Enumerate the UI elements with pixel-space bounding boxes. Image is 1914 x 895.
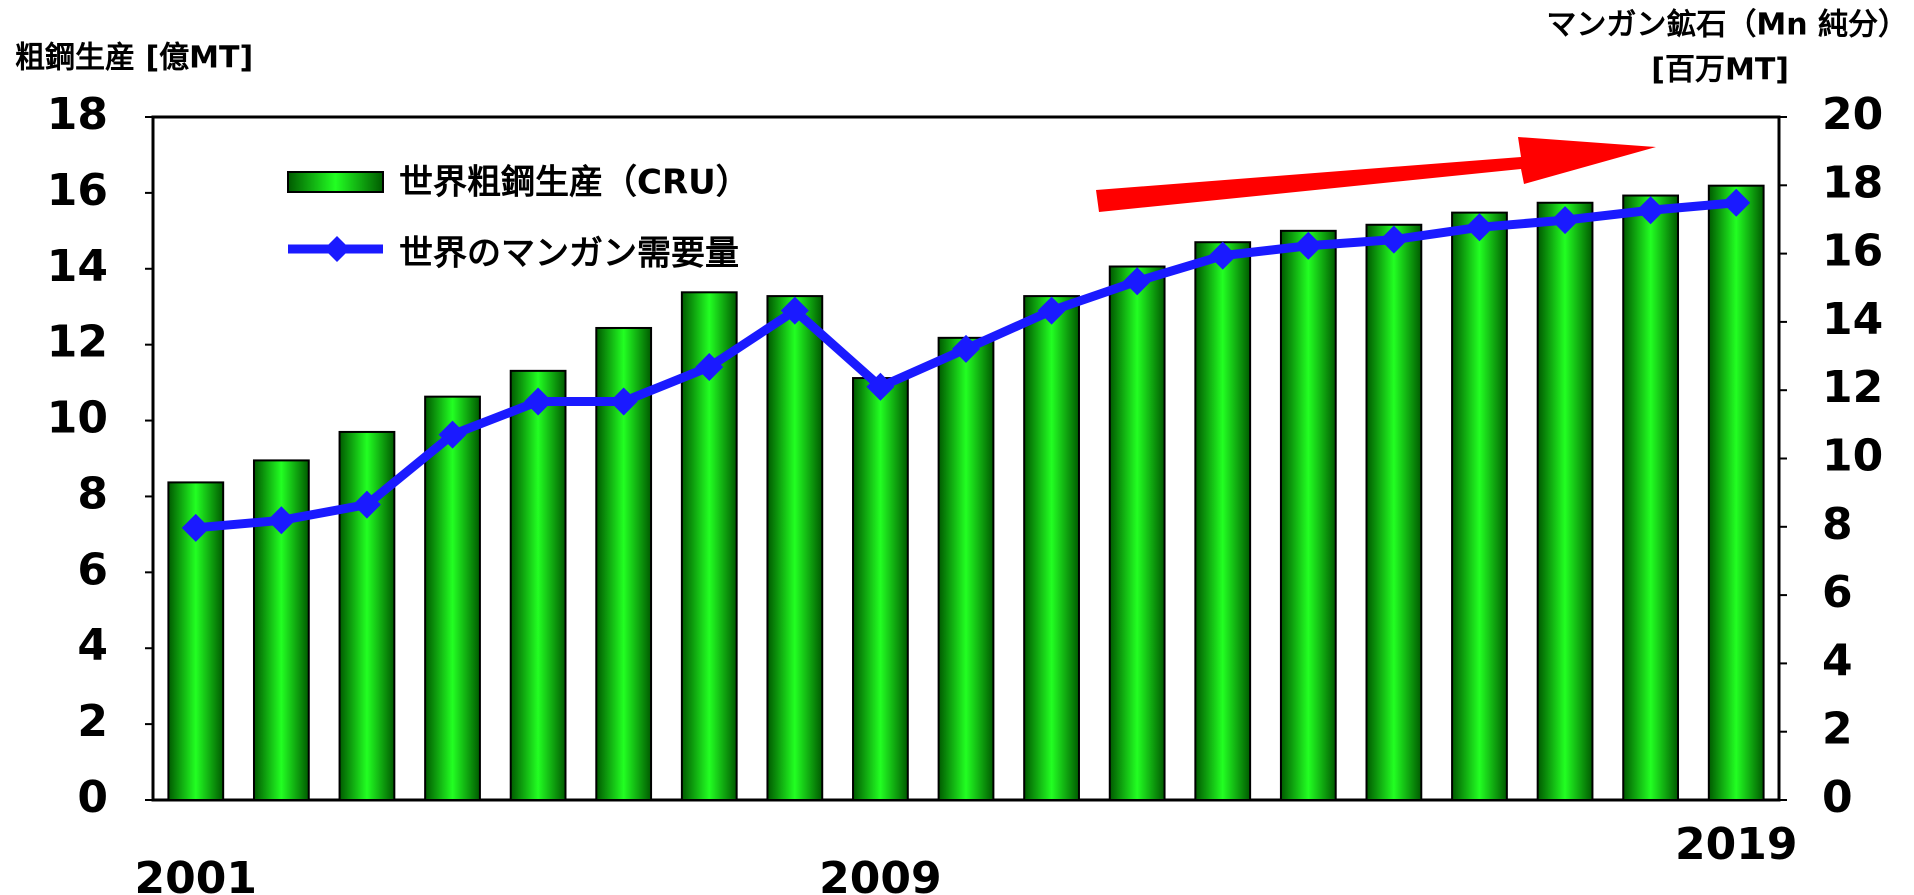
line-marker: [181, 513, 210, 542]
y-tick-label: 4: [77, 620, 108, 671]
bar: [1194, 241, 1252, 801]
line-marker: [352, 490, 381, 519]
y-tick-label: 14: [47, 241, 108, 292]
line-marker: [1722, 188, 1751, 217]
bar: [1536, 201, 1594, 801]
line-marker: [1123, 267, 1152, 296]
line-marker: [438, 420, 467, 449]
line-marker: [1037, 296, 1066, 325]
y-tick-label: 10: [47, 393, 108, 444]
x-tick-label: 2019: [1675, 819, 1797, 870]
bar: [1108, 265, 1166, 801]
legend-label: 世界粗鋼生産（CRU）: [399, 163, 750, 203]
line-marker: [1208, 241, 1237, 270]
y-tick-label: 12: [47, 317, 108, 368]
line-marker: [267, 506, 296, 535]
y-tick-label: 0: [77, 772, 108, 823]
y2-tick-label: 2: [1822, 704, 1853, 755]
line-marker: [952, 334, 980, 363]
bar: [1622, 194, 1680, 802]
y2-tick-label: 14: [1822, 294, 1883, 345]
bar: [509, 369, 567, 801]
y2-axis-label: マンガン鉱石（Mn 純分）: [1546, 8, 1908, 43]
bar: [1365, 223, 1423, 802]
line-marker: [866, 372, 895, 401]
line-marker: [609, 387, 638, 416]
y2-tick-label: 16: [1822, 226, 1883, 277]
legend-marker: [324, 236, 350, 262]
bar: [852, 377, 909, 801]
trend-arrow: [1096, 137, 1656, 212]
y-tick-label: 18: [47, 89, 108, 140]
bar: [1707, 184, 1765, 801]
line-marker: [1294, 231, 1323, 260]
bar: [424, 395, 481, 801]
x-tick-label: 2009: [819, 853, 941, 895]
bar: [1023, 295, 1080, 801]
legend-label: 世界のマンガン需要量: [399, 234, 739, 274]
bar: [1279, 229, 1337, 802]
legend: 世界粗鋼生産（CRU） 世界のマンガン需要量: [287, 163, 750, 274]
line-marker: [780, 296, 809, 325]
y2-tick-label: 0: [1822, 772, 1853, 823]
y-tick-label: 2: [77, 696, 108, 747]
bar: [937, 336, 995, 801]
y-tick-label: 16: [47, 165, 108, 216]
y2-tick-label: 20: [1822, 89, 1883, 140]
y2-tick-label: 18: [1822, 157, 1883, 208]
y-tick-label: 6: [77, 544, 108, 595]
y2-tick-label: 4: [1822, 635, 1853, 686]
line-marker: [1636, 196, 1665, 225]
y2-tick-label: 10: [1822, 431, 1883, 482]
y2-tick-label: 6: [1822, 567, 1853, 618]
bar: [766, 295, 824, 801]
y-tick-label: 8: [77, 468, 108, 519]
y2-tick-label: 8: [1822, 499, 1853, 550]
bar: [1451, 211, 1508, 801]
y-axis-label: 粗鋼生産 [億MT]: [15, 41, 253, 76]
line-marker: [1551, 206, 1580, 235]
y2-tick-label: 12: [1822, 362, 1883, 413]
line-marker: [1379, 225, 1408, 254]
line-marker: [695, 352, 724, 381]
x-tick-label: 2001: [135, 853, 257, 895]
line-marker: [1465, 213, 1494, 242]
legend-swatch: [287, 171, 384, 193]
line-marker: [524, 387, 553, 416]
y2-axis-label: [百万MT]: [1651, 53, 1789, 88]
